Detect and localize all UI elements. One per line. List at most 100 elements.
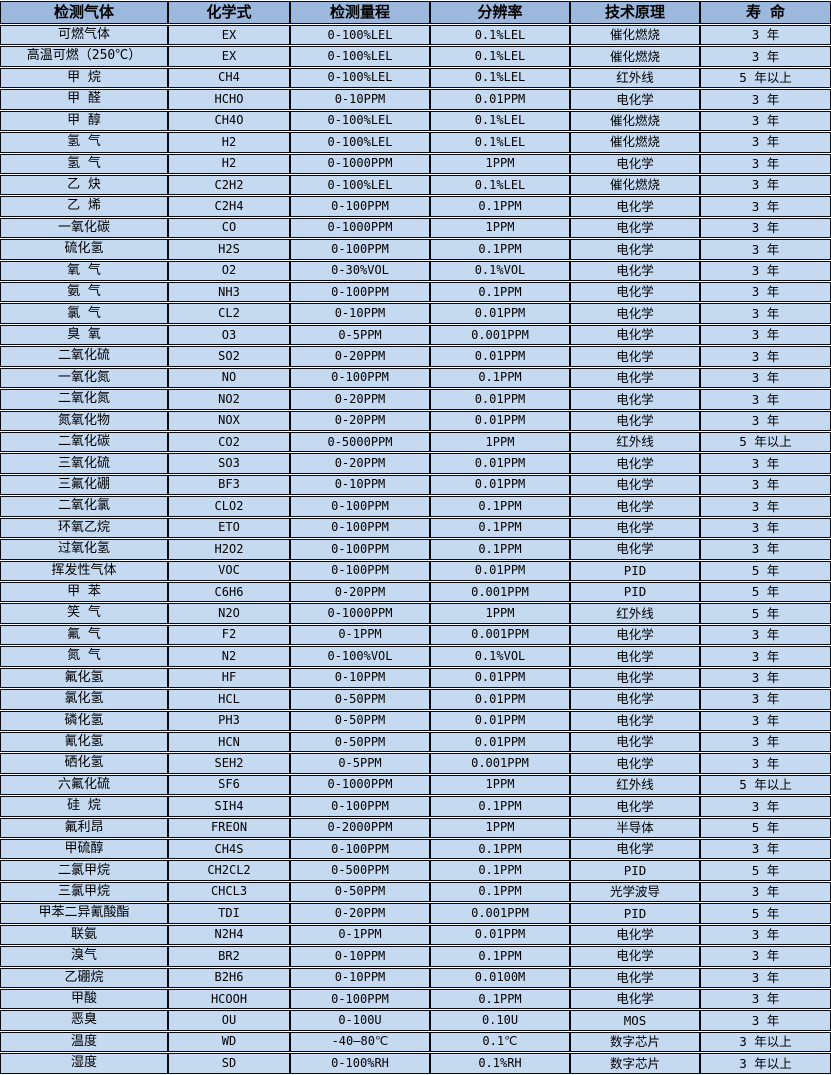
cell-gas-name: 三氯甲烷	[0, 881, 168, 903]
cell-detection-range: 0-100PPM	[290, 239, 430, 260]
cell-resolution: 0.1PPM	[430, 539, 570, 560]
cell-lifespan: 3 年	[700, 796, 831, 817]
cell-resolution: 0.1%RH	[430, 1053, 570, 1074]
cell-chemical-formula: N2H4	[168, 924, 290, 946]
cell-chemical-formula: HCOOH	[168, 988, 290, 1010]
table-row: 三氧化硫 SO3 0-20PPM 0.01PPM 电化学 3 年	[0, 453, 831, 474]
cell-chemical-formula: ETO	[168, 517, 290, 539]
cell-lifespan: 3 年	[700, 89, 831, 110]
cell-lifespan: 3 年	[700, 924, 831, 946]
cell-chemical-formula: CO	[168, 217, 290, 239]
cell-detection-range: 0-500PPM	[290, 860, 430, 881]
cell-resolution: 0.001PPM	[430, 903, 570, 924]
table-row: 二氧化氮 NO2 0-20PPM 0.01PPM 电化学 3 年	[0, 389, 831, 410]
cell-gas-name: 甲 醛	[0, 89, 168, 110]
cell-lifespan: 3 年以上	[700, 1053, 831, 1074]
cell-gas-name: 高温可燃（250℃）	[0, 46, 168, 67]
cell-detection-range: 0-100PPM	[290, 496, 430, 517]
cell-resolution: 0.1%VOL	[430, 646, 570, 667]
cell-lifespan: 3 年	[700, 217, 831, 239]
cell-technology-principle: 红外线	[570, 67, 700, 89]
cell-detection-range: 0-10PPM	[290, 967, 430, 988]
cell-resolution: 0.1PPM	[430, 839, 570, 860]
cell-gas-name: 氰化氢	[0, 731, 168, 753]
cell-lifespan: 3 年	[700, 110, 831, 132]
cell-technology-principle: PID	[570, 860, 700, 881]
column-header-lifespan: 寿 命	[700, 1, 831, 24]
cell-chemical-formula: O3	[168, 324, 290, 346]
cell-detection-range: 0-100%LEL	[290, 46, 430, 67]
cell-gas-name: 挥发性气体	[0, 560, 168, 581]
cell-chemical-formula: NO	[168, 367, 290, 389]
cell-technology-principle: 电化学	[570, 367, 700, 389]
cell-lifespan: 5 年	[700, 903, 831, 924]
cell-resolution: 0.001PPM	[430, 624, 570, 646]
cell-technology-principle: 电化学	[570, 196, 700, 217]
cell-chemical-formula: WD	[168, 1031, 290, 1053]
table-body: 可燃气体 EX 0-100%LEL 0.1%LEL 催化燃烧 3 年 高温可燃（…	[0, 25, 831, 1074]
cell-detection-range: 0-1000PPM	[290, 153, 430, 174]
table-row: 二氧化碳 CO2 0-5000PPM 1PPM 红外线 5 年以上	[0, 432, 831, 453]
cell-lifespan: 3 年	[700, 153, 831, 174]
cell-resolution: 0.1PPM	[430, 946, 570, 967]
cell-chemical-formula: N2O	[168, 603, 290, 624]
table-row: 氮氧化物 NOX 0-20PPM 0.01PPM 电化学 3 年	[0, 410, 831, 432]
cell-resolution: 0.1PPM	[430, 860, 570, 881]
table-row: 甲 醛 HCHO 0-10PPM 0.01PPM 电化学 3 年	[0, 89, 831, 110]
cell-resolution: 0.1%LEL	[430, 25, 570, 46]
cell-detection-range: 0-100U	[290, 1010, 430, 1031]
cell-resolution: 0.1PPM	[430, 239, 570, 260]
cell-resolution: 0.1℃	[430, 1031, 570, 1053]
cell-chemical-formula: H2S	[168, 239, 290, 260]
cell-lifespan: 3 年	[700, 517, 831, 539]
cell-resolution: 0.1PPM	[430, 796, 570, 817]
table-row: 氟化氢 HF 0-10PPM 0.01PPM 电化学 3 年	[0, 667, 831, 689]
cell-lifespan: 3 年	[700, 496, 831, 517]
cell-resolution: 1PPM	[430, 774, 570, 796]
cell-gas-name: 甲酸	[0, 988, 168, 1010]
cell-gas-name: 甲苯二异氰酸酯	[0, 903, 168, 924]
cell-technology-principle: 红外线	[570, 774, 700, 796]
cell-gas-name: 氨 气	[0, 282, 168, 303]
cell-detection-range: 0-100PPM	[290, 560, 430, 581]
cell-gas-name: 湿度	[0, 1053, 168, 1074]
cell-technology-principle: 电化学	[570, 239, 700, 260]
cell-technology-principle: PID	[570, 903, 700, 924]
table-row: 氟利昂 FREON 0-2000PPM 1PPM 半导体 5 年	[0, 817, 831, 839]
cell-resolution: 0.01PPM	[430, 689, 570, 710]
cell-detection-range: 0-10PPM	[290, 667, 430, 689]
cell-gas-name: 三氟化硼	[0, 474, 168, 496]
cell-resolution: 0.01PPM	[430, 410, 570, 432]
cell-resolution: 0.1PPM	[430, 496, 570, 517]
cell-gas-name: 氟化氢	[0, 667, 168, 689]
cell-lifespan: 3 年	[700, 132, 831, 153]
cell-gas-name: 乙 烯	[0, 196, 168, 217]
cell-resolution: 0.01PPM	[430, 474, 570, 496]
cell-detection-range: 0-10PPM	[290, 303, 430, 324]
cell-detection-range: 0-100%LEL	[290, 174, 430, 196]
cell-gas-name: 环氧乙烷	[0, 517, 168, 539]
cell-technology-principle: 电化学	[570, 303, 700, 324]
cell-resolution: 0.1%LEL	[430, 174, 570, 196]
table-row: 环氧乙烷 ETO 0-100PPM 0.1PPM 电化学 3 年	[0, 517, 831, 539]
cell-detection-range: 0-10PPM	[290, 89, 430, 110]
cell-technology-principle: PID	[570, 560, 700, 581]
table-row: 甲硫醇 CH4S 0-100PPM 0.1PPM 电化学 3 年	[0, 839, 831, 860]
cell-resolution: 0.1PPM	[430, 282, 570, 303]
cell-chemical-formula: H2	[168, 132, 290, 153]
cell-lifespan: 3 年	[700, 453, 831, 474]
cell-resolution: 0.1%LEL	[430, 110, 570, 132]
cell-gas-name: 三氧化硫	[0, 453, 168, 474]
cell-resolution: 1PPM	[430, 432, 570, 453]
cell-chemical-formula: SO3	[168, 453, 290, 474]
cell-lifespan: 3 年	[700, 539, 831, 560]
table-row: 湿度 SD 0-100%RH 0.1%RH 数字芯片 3 年以上	[0, 1053, 831, 1074]
cell-lifespan: 5 年	[700, 581, 831, 603]
cell-lifespan: 5 年	[700, 560, 831, 581]
cell-gas-name: 氟 气	[0, 624, 168, 646]
column-header-range: 检测量程	[290, 1, 430, 24]
cell-detection-range: 0-50PPM	[290, 881, 430, 903]
cell-gas-name: 可燃气体	[0, 25, 168, 46]
cell-chemical-formula: PH3	[168, 710, 290, 731]
cell-technology-principle: 电化学	[570, 496, 700, 517]
